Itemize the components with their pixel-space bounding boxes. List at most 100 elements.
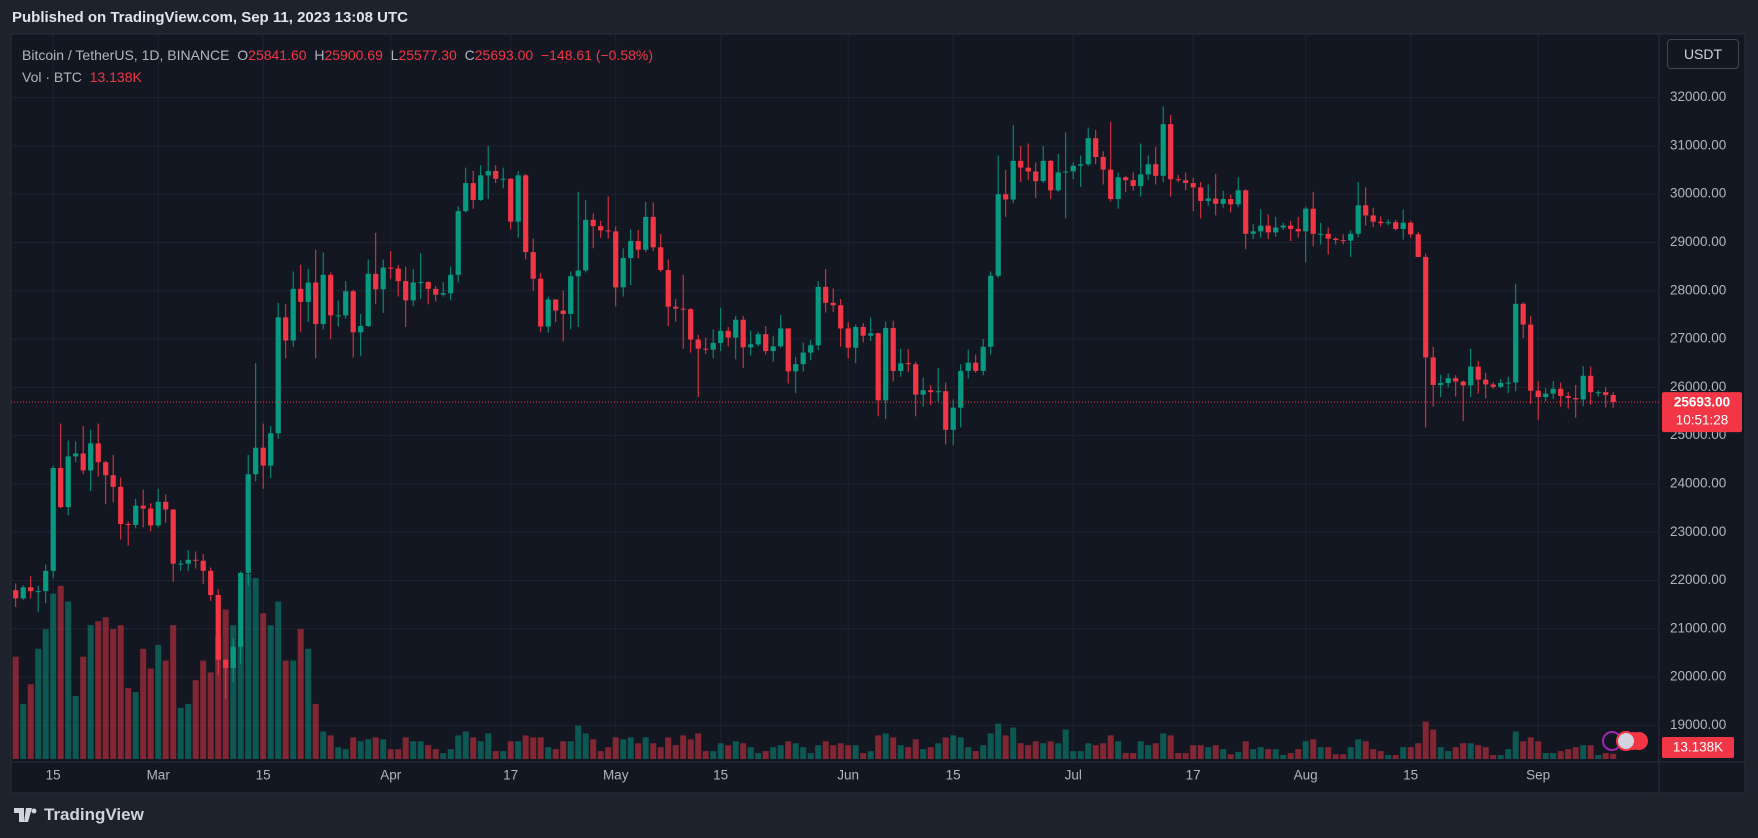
volume-bar [350,737,357,759]
volume-bar [27,684,34,759]
candle-body [530,252,536,279]
candle-body [1535,390,1541,398]
volume-bar [1572,747,1579,759]
volume-bar [177,707,184,759]
candle-body [1363,205,1369,216]
volume-bar [1385,755,1392,759]
volume-bar [1182,753,1189,759]
candle-body [395,268,401,282]
volume-bar [627,737,634,759]
candle-body [935,391,941,393]
volume-bar [612,737,619,759]
volume-bar [1257,747,1264,759]
candle-body [1393,222,1399,229]
candle-body [1513,303,1519,383]
candle-body [440,293,446,295]
candle-body [463,183,469,212]
volume-bar [507,741,514,759]
candle-body [665,270,671,307]
candle-body [613,231,619,288]
candle-body [770,346,776,352]
volume-bar [87,625,94,759]
candle-body [1408,222,1414,235]
volume-bar [1295,749,1302,759]
candle-body [1145,164,1151,175]
volume-bar [1190,745,1197,759]
volume-bar [1017,743,1024,759]
volume-bar [1302,741,1309,759]
candle-body [598,226,604,231]
volume-bar [1137,741,1144,759]
volume-bar [950,735,957,759]
volume-bar [680,735,687,759]
volume-bar [845,745,852,759]
volume-bar [1010,727,1017,759]
volume-bar [1347,747,1354,759]
candle-body [1438,383,1444,385]
candle-body [1273,227,1279,233]
currency-button[interactable]: USDT [1667,39,1739,69]
candle-body [1078,164,1084,166]
volume-bar [447,749,454,759]
x-tick-label: 15 [46,768,61,783]
candle-body [1505,382,1511,384]
candle-body [673,306,679,309]
volume-bar [905,747,912,759]
candle-body [688,309,694,340]
volume-bar [477,741,484,759]
volume-bar [65,601,72,759]
volume-bar [372,737,379,759]
candle-body [1153,164,1159,176]
volume-bar [237,640,244,759]
volume-bar [1160,733,1167,759]
volume-bar [1242,741,1249,759]
volume-bar [1595,755,1602,759]
volume-bar [882,733,889,759]
volume-bar [410,741,417,759]
volume-bar [1550,753,1557,759]
volume-bar [710,751,717,759]
volume-bar [620,739,627,759]
volume-bar [72,696,79,759]
x-tick-label: 15 [256,768,271,783]
candle-body [418,282,424,284]
volume-bar [1437,747,1444,759]
candle-body [568,276,574,314]
volume-bar [582,733,589,759]
volume-bar [1310,739,1317,759]
volume-bar [777,745,784,759]
volume-bar [530,737,537,759]
volume-bar [1542,753,1549,759]
volume-bar [440,753,447,759]
candle-body [80,453,86,471]
volume-bar [987,733,994,759]
x-tick-label: 17 [1186,768,1201,783]
volume-bar [537,737,544,759]
legend-row: Bitcoin / TetherUS, 1D, BINANCE O25841.6… [22,44,653,66]
candle-body [1213,198,1219,204]
candle-body [650,216,656,248]
volume-bar [485,733,492,759]
volume-bar [417,741,424,759]
candle-body [1573,397,1579,400]
axes: 19000.00 20000.00 21000.00 22000.00 23000.00… [11,89,1742,783]
candle-body [1610,395,1616,403]
volume-bar [747,747,754,759]
candle-body [1123,177,1129,181]
candle-body [1528,324,1534,391]
volume-bar [1377,751,1384,759]
candle-body [1520,303,1526,325]
volume-bar [492,751,499,759]
volume-bar [1077,751,1084,759]
volume-bar [470,737,477,759]
volume-bar [1055,743,1062,759]
volume-bar [1092,745,1099,759]
volume-bar [117,625,124,759]
candle-body [575,270,581,277]
x-tick-label: May [603,768,629,783]
volume-bar [1580,745,1587,759]
volume-bar [57,585,64,759]
candle-body [1288,225,1294,229]
volume-bar [1430,729,1437,759]
volume-bar [1482,747,1489,759]
